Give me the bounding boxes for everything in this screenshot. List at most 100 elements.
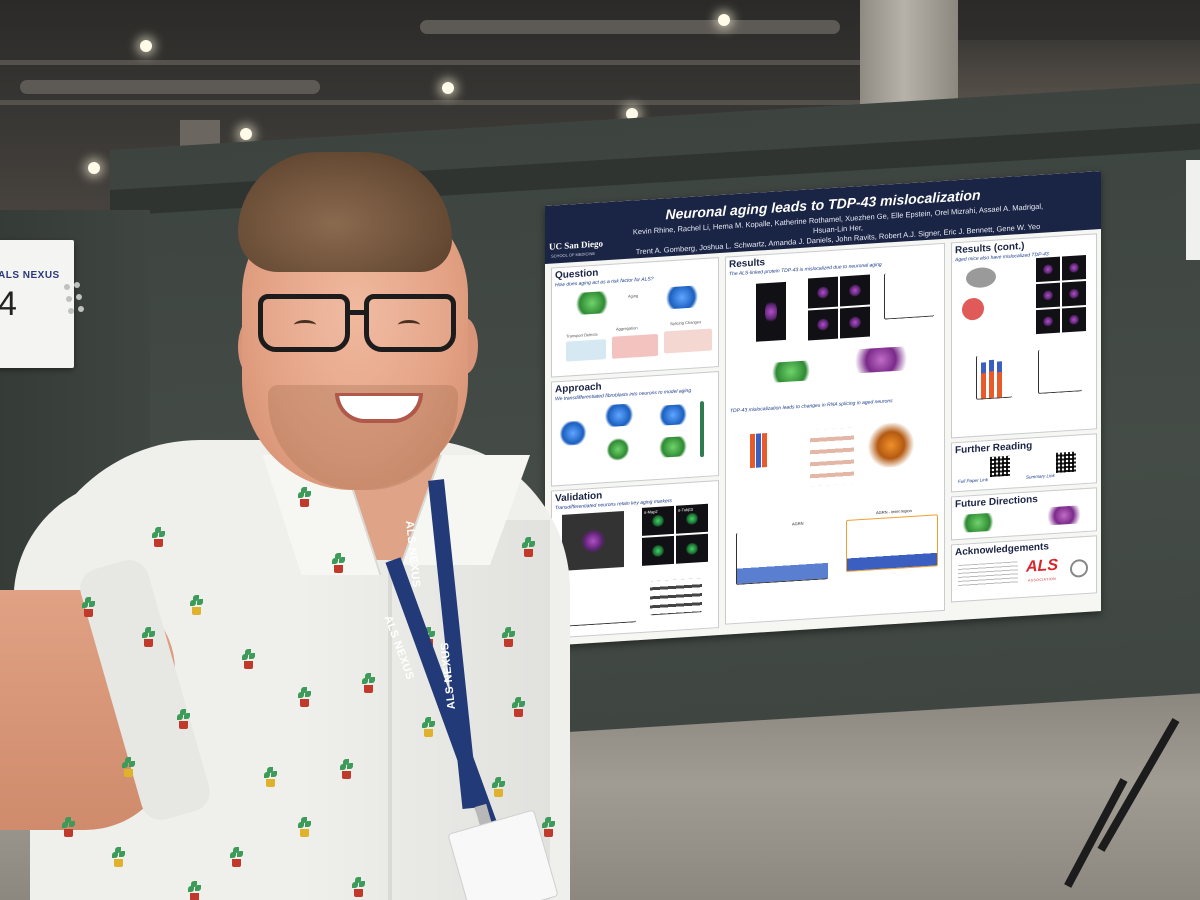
neuron-illustration bbox=[958, 512, 998, 534]
scatter-plot bbox=[1038, 347, 1082, 394]
potted-plant-print bbox=[510, 697, 526, 718]
eyeglass-bridge bbox=[348, 310, 368, 315]
booth-number-sign: ALS NEXUS 4 bbox=[0, 240, 74, 368]
figure-label: AGRN bbox=[792, 520, 804, 527]
section-subtitle: TDP-43 mislocalization leads to changes … bbox=[730, 398, 893, 415]
smile bbox=[335, 393, 423, 423]
potted-plant-print bbox=[240, 649, 256, 670]
sequence-panel bbox=[810, 427, 854, 487]
figure-panel bbox=[612, 333, 658, 359]
full-paper-link[interactable]: Full Paper Link bbox=[958, 477, 989, 485]
potted-plant-print bbox=[110, 847, 126, 868]
figure-label: α-Tubβ3 bbox=[678, 506, 693, 513]
eye bbox=[398, 320, 420, 330]
microscopy-image bbox=[840, 274, 870, 307]
potted-plant-print bbox=[296, 817, 312, 838]
fibroblast-illustration bbox=[558, 420, 588, 447]
eyeglasses bbox=[252, 288, 458, 360]
microscopy-image bbox=[808, 276, 838, 309]
potted-plant-print bbox=[360, 673, 376, 694]
western-blot bbox=[650, 578, 702, 616]
neuron-illustration bbox=[866, 421, 916, 469]
potted-plant-print bbox=[175, 709, 191, 730]
neighbor-sign bbox=[1186, 160, 1200, 260]
microscopy-image bbox=[562, 511, 624, 571]
microscopy-image bbox=[808, 308, 838, 341]
brain-illustration bbox=[962, 297, 984, 321]
bar-chart bbox=[746, 426, 786, 469]
future-directions-section: Future Directions bbox=[951, 487, 1097, 541]
shirt-placket bbox=[388, 560, 392, 900]
neuron-illustration bbox=[656, 403, 690, 427]
chart-bar bbox=[981, 362, 986, 399]
chart-bar bbox=[762, 433, 767, 468]
microscopy-image bbox=[1062, 254, 1086, 281]
ceiling-light bbox=[718, 14, 730, 26]
neuron-illustration bbox=[572, 290, 612, 316]
figure-label: Transport Defects bbox=[566, 331, 598, 339]
microscopy-image bbox=[1062, 280, 1086, 307]
potted-plant-print bbox=[520, 537, 536, 558]
scatter-plot bbox=[566, 576, 636, 627]
chair bbox=[1064, 718, 1200, 900]
chart-bar bbox=[756, 433, 761, 468]
institution-seal bbox=[1070, 558, 1088, 578]
mouse-illustration bbox=[966, 266, 996, 289]
neuron-illustration bbox=[602, 403, 636, 428]
poster-column-3: Results (cont.) Aged mice also have misl… bbox=[951, 233, 1097, 606]
section-title: Acknowledgements bbox=[955, 541, 1049, 559]
chart-bar bbox=[750, 433, 755, 469]
summary-link[interactable]: Summary Link bbox=[1026, 472, 1055, 480]
acknowledgement-text bbox=[958, 561, 1018, 588]
poster-column-1: Question How does aging act as a risk fa… bbox=[551, 257, 719, 643]
potted-plant-print bbox=[188, 595, 204, 616]
potted-plant-print bbox=[262, 767, 278, 788]
microscopy-image bbox=[840, 306, 870, 339]
potted-plant-print bbox=[228, 847, 244, 868]
neuron-illustration bbox=[662, 285, 702, 310]
potted-plant-print bbox=[338, 759, 354, 780]
potted-plant-print bbox=[60, 817, 76, 838]
splicing-track bbox=[736, 527, 828, 585]
microscopy-image bbox=[1062, 306, 1086, 333]
potted-plant-print bbox=[296, 687, 312, 708]
figure-label: α-Map2 bbox=[644, 508, 658, 515]
potted-plant-print bbox=[490, 777, 506, 798]
ceiling-light bbox=[442, 82, 454, 94]
potted-plant-print bbox=[186, 881, 202, 900]
neuron-illustration bbox=[656, 435, 690, 459]
als-association-logo-sub: ASSOCIATION bbox=[1028, 576, 1057, 583]
validation-section: Validation Transdifferentiated neurons r… bbox=[551, 480, 719, 639]
ceiling-duct bbox=[420, 20, 840, 34]
booth-number: 4 bbox=[0, 285, 17, 323]
potted-plant-print bbox=[540, 817, 556, 838]
question-section: Question How does aging act as a risk fa… bbox=[551, 257, 719, 378]
stacked-bar-chart bbox=[976, 353, 1012, 400]
figure-label: Splicing Changes bbox=[670, 319, 702, 327]
chart-bar bbox=[997, 361, 1002, 398]
poster-column-2: Results The ALS-linked protein TDP-43 is… bbox=[725, 242, 945, 629]
results-cont-section: Results (cont.) Aged mice also have misl… bbox=[951, 233, 1097, 439]
ipsc-illustration bbox=[606, 437, 630, 462]
als-association-logo: ALS bbox=[1026, 556, 1058, 576]
potted-plant-print bbox=[330, 553, 346, 574]
qr-code[interactable] bbox=[1056, 451, 1076, 473]
approach-section: Approach We transdifferentiated fibrobla… bbox=[551, 371, 719, 487]
qr-code[interactable] bbox=[990, 455, 1010, 478]
potted-plant-print bbox=[150, 527, 166, 548]
neuron-illustration bbox=[766, 359, 816, 384]
potted-plant-print bbox=[296, 487, 312, 508]
age-arrow bbox=[700, 400, 704, 458]
potted-plant-print bbox=[140, 627, 156, 648]
figure-panel bbox=[566, 339, 606, 362]
neuron-illustration bbox=[846, 345, 916, 375]
potted-plant-print bbox=[420, 717, 436, 738]
figure-label: Aging bbox=[628, 293, 639, 299]
microscopy-image bbox=[1036, 256, 1060, 283]
further-reading-section: Further Reading Full Paper Link Summary … bbox=[951, 433, 1097, 493]
neuron-illustration bbox=[1042, 504, 1086, 526]
pushpins bbox=[64, 282, 86, 322]
splicing-track bbox=[846, 514, 938, 573]
microscopy-image bbox=[642, 535, 674, 566]
